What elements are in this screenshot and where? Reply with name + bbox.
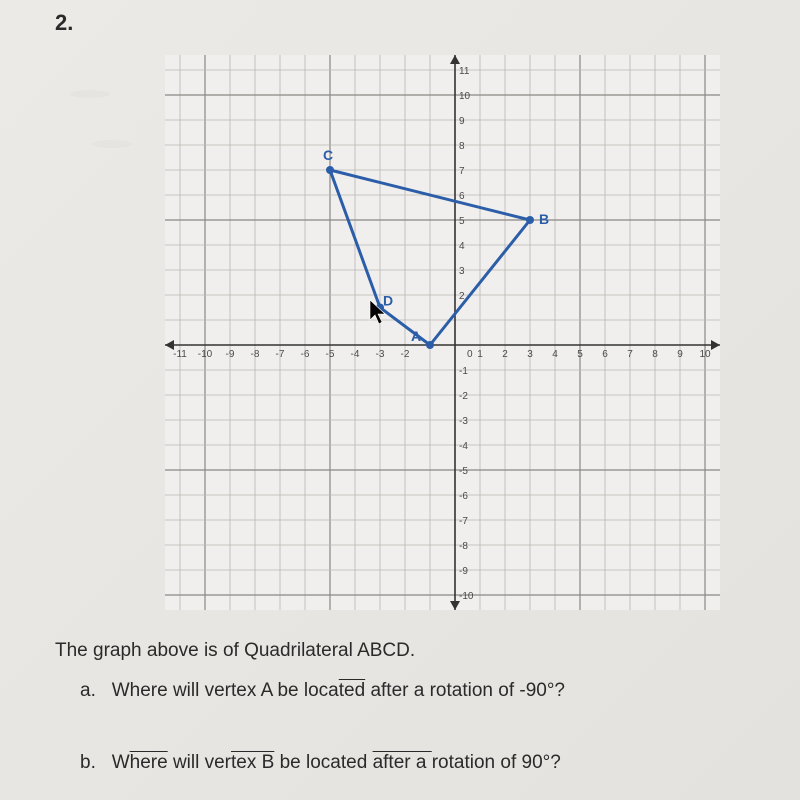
question-b: b. Where will vertex B be located after … — [80, 752, 561, 774]
question-b-over2: tex B — [231, 752, 274, 773]
svg-text:-4: -4 — [459, 441, 468, 452]
question-b-mid: will ver — [168, 752, 231, 773]
svg-text:-7: -7 — [459, 516, 468, 527]
svg-text:B: B — [539, 211, 549, 227]
svg-text:-4: -4 — [351, 349, 360, 360]
svg-text:5: 5 — [577, 349, 583, 360]
question-a-text-post: after a rotation of -90°? — [365, 680, 565, 701]
question-a-letter: a. — [80, 680, 96, 701]
question-a: a. Where will vertex A be located after … — [80, 680, 565, 702]
svg-text:11: 11 — [459, 66, 470, 77]
svg-text:-3: -3 — [459, 416, 468, 427]
question-b-pre1: W — [112, 752, 130, 773]
svg-text:-1: -1 — [459, 366, 468, 377]
svg-text:3: 3 — [527, 349, 533, 360]
paper-smudge — [70, 90, 110, 98]
svg-text:-11: -11 — [173, 349, 187, 360]
svg-text:-10: -10 — [459, 591, 474, 602]
svg-text:7: 7 — [627, 349, 633, 360]
svg-text:8: 8 — [652, 349, 658, 360]
svg-text:A: A — [411, 328, 421, 344]
svg-text:1: 1 — [477, 349, 483, 360]
svg-text:6: 6 — [602, 349, 608, 360]
svg-text:9: 9 — [677, 349, 683, 360]
svg-text:-8: -8 — [459, 541, 468, 552]
svg-text:-7: -7 — [276, 349, 285, 360]
svg-text:-3: -3 — [376, 349, 385, 360]
question-b-over3: after a — [373, 752, 432, 773]
svg-text:-10: -10 — [198, 349, 213, 360]
svg-text:4: 4 — [552, 349, 558, 360]
question-b-over1: here — [130, 752, 168, 773]
graph-caption: The graph above is of Quadrilateral ABCD… — [55, 640, 415, 662]
question-b-letter: b. — [80, 752, 96, 773]
svg-text:-6: -6 — [301, 349, 310, 360]
svg-text:-9: -9 — [226, 349, 235, 360]
svg-text:4: 4 — [459, 241, 465, 252]
svg-text:-6: -6 — [459, 491, 468, 502]
svg-text:10: 10 — [459, 91, 471, 102]
paper-smudge — [92, 140, 132, 148]
question-a-text-pre: Where will vertex A be loca — [112, 680, 339, 701]
svg-text:-8: -8 — [251, 349, 260, 360]
question-b-mid2: be located — [274, 752, 372, 773]
coordinate-graph: -11-10-9-8-7-6-5-4-3-2123456789101110987… — [165, 55, 720, 610]
svg-text:9: 9 — [459, 116, 465, 127]
svg-text:-9: -9 — [459, 566, 468, 577]
svg-text:8: 8 — [459, 141, 465, 152]
svg-text:2: 2 — [502, 349, 508, 360]
grid-svg: -11-10-9-8-7-6-5-4-3-2123456789101110987… — [165, 55, 720, 610]
svg-text:3: 3 — [459, 266, 465, 277]
svg-text:D: D — [383, 293, 393, 309]
svg-text:6: 6 — [459, 191, 465, 202]
svg-text:-5: -5 — [326, 349, 335, 360]
svg-text:5: 5 — [459, 216, 465, 227]
svg-text:-2: -2 — [401, 349, 410, 360]
question-b-post: rotation of 90°? — [432, 752, 561, 773]
svg-text:C: C — [323, 147, 333, 163]
worksheet-page: 2. -11-10-9-8-7-6-5-4-3-2123456789101110… — [0, 0, 800, 800]
svg-text:7: 7 — [459, 166, 465, 177]
svg-text:0: 0 — [467, 349, 473, 360]
svg-text:10: 10 — [699, 349, 711, 360]
question-a-text-over: ted — [339, 680, 365, 701]
svg-text:-5: -5 — [459, 466, 468, 477]
problem-number: 2. — [55, 10, 73, 36]
svg-text:-2: -2 — [459, 391, 468, 402]
